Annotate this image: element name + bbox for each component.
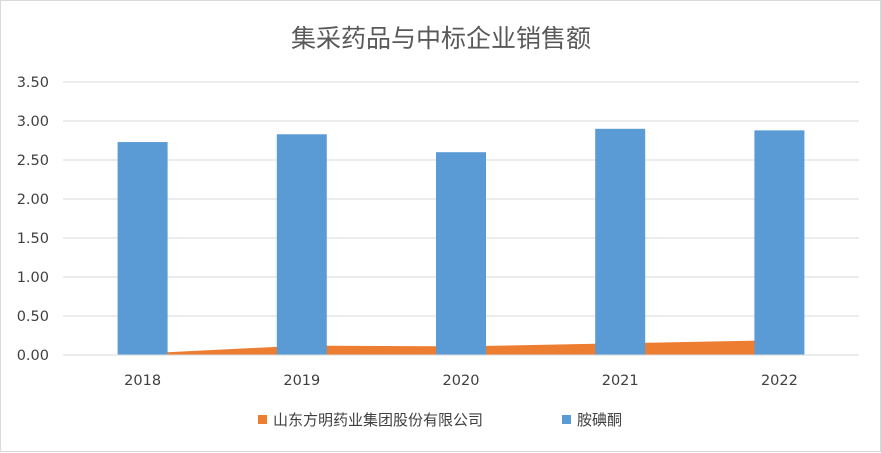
- x-tick-label: 2022: [761, 373, 798, 389]
- legend: 山东方明药业集团股份有限公司 胺碘酮: [258, 411, 622, 429]
- bar-2018: [118, 142, 168, 355]
- x-tick-label: 2020: [443, 373, 480, 389]
- y-tick-label: 1.00: [17, 270, 49, 286]
- bar-2020: [436, 152, 486, 355]
- y-tick-label: 3.50: [17, 75, 49, 91]
- x-tick-label: 2018: [124, 373, 161, 389]
- y-tick-label: 0.50: [17, 309, 49, 325]
- legend-swatch: [562, 415, 571, 424]
- bar-series: [118, 129, 805, 355]
- legend-label: 胺碘酮: [577, 411, 622, 429]
- y-tick-label: 0.00: [17, 348, 49, 364]
- y-tick-label: 3.00: [17, 114, 49, 130]
- bar-2022: [754, 130, 804, 355]
- y-tick-label: 2.50: [17, 153, 49, 169]
- legend-swatch: [258, 415, 267, 424]
- legend-label: 山东方明药业集团股份有限公司: [273, 411, 483, 429]
- chart-title: 集采药品与中标企业销售额: [291, 24, 591, 53]
- y-tick-label: 2.00: [17, 192, 49, 208]
- x-tick-label: 2021: [602, 373, 639, 389]
- bar-2021: [595, 129, 645, 355]
- bar-2019: [277, 134, 327, 355]
- y-tick-label: 1.50: [17, 231, 49, 247]
- x-tick-label: 2019: [283, 373, 320, 389]
